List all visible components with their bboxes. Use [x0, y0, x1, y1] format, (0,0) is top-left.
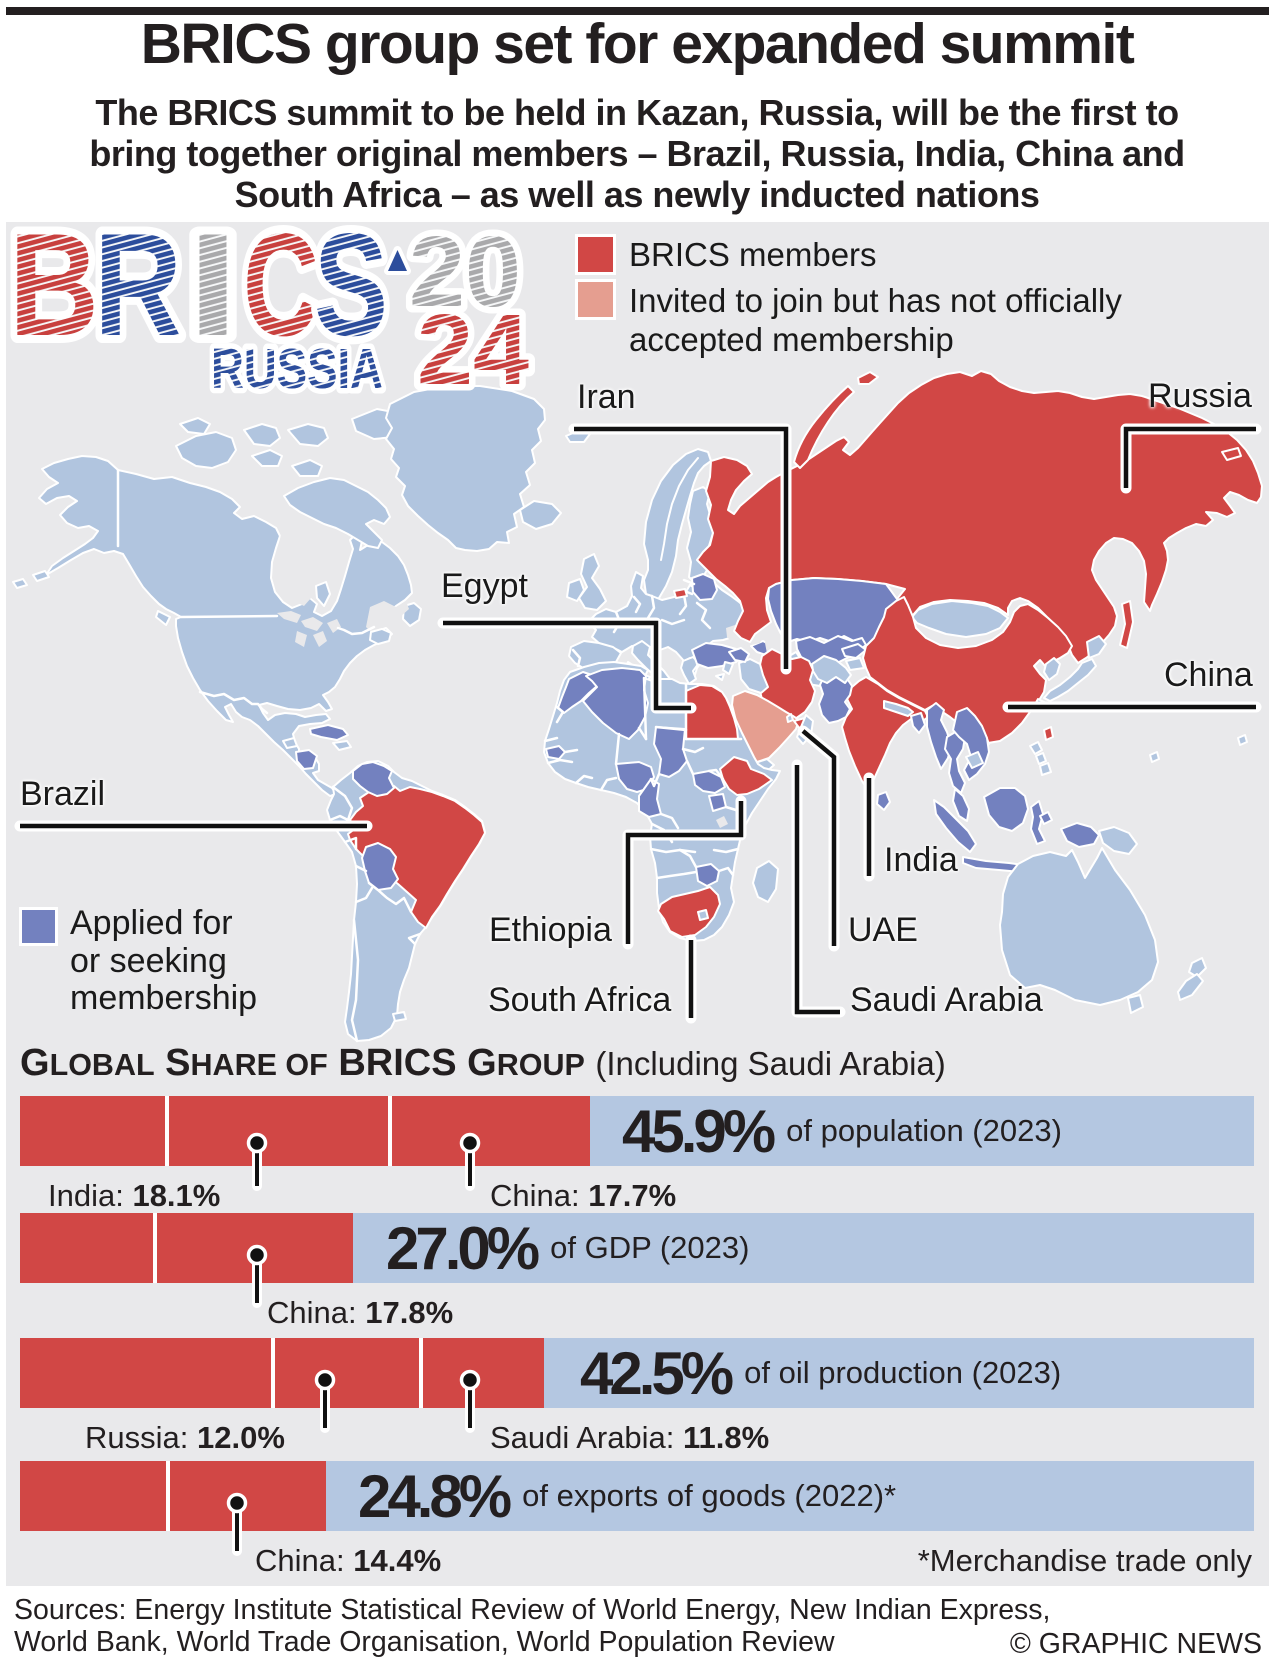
svg-text:S: S: [314, 203, 388, 366]
svg-text:24: 24: [417, 294, 529, 406]
svg-text:I: I: [187, 203, 239, 366]
svg-text:RUSSIA: RUSSIA: [211, 337, 383, 401]
svg-text:C: C: [243, 203, 319, 366]
svg-text:B: B: [9, 203, 99, 366]
svg-text:20: 20: [409, 216, 521, 328]
svg-text:R: R: [94, 203, 182, 366]
